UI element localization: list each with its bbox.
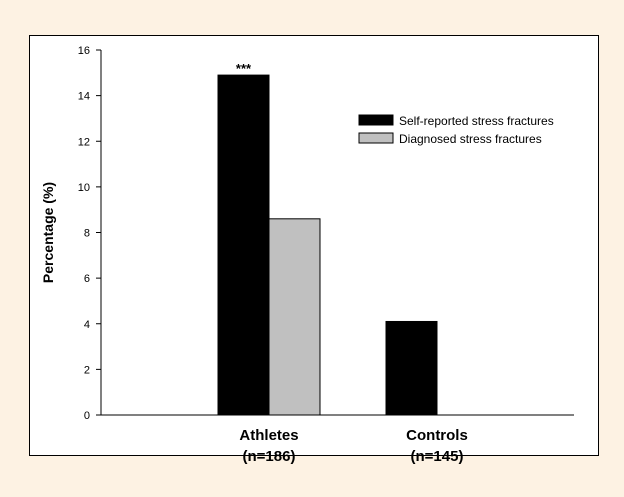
bar (217, 74, 270, 416)
y-tick-label: 16 (78, 45, 90, 57)
y-tick-label: 12 (78, 136, 90, 148)
y-tick-label: 0 (84, 410, 90, 422)
y-tick-label: 2 (84, 364, 90, 376)
y-tick-label: 8 (84, 228, 90, 240)
labels: Athletes (n=186) Controls (n=145) *** (236, 61, 468, 465)
significance-annotation: *** (236, 61, 252, 76)
bars (217, 74, 438, 416)
x-category-label: (n=145) (411, 448, 464, 465)
legend-label: Diagnosed stress fractures (399, 132, 542, 146)
y-tick-label: 6 (84, 273, 90, 285)
legend-swatch (358, 132, 394, 144)
bar (385, 320, 438, 416)
legend-label: Self-reported stress fractures (399, 114, 554, 128)
y-axis-label: Percentage (%) (40, 182, 56, 283)
bar (268, 218, 321, 416)
legend-swatch (358, 114, 394, 126)
x-category-label: Controls (406, 427, 468, 444)
axes: 0 2 4 6 8 10 12 14 16 Percentage (%) (40, 45, 574, 422)
x-category-label: Athletes (239, 427, 298, 444)
y-tick-label: 4 (84, 319, 90, 331)
legend: Self-reported stress fractures Diagnosed … (358, 114, 554, 146)
y-tick-label: 10 (78, 182, 90, 194)
x-category-label: (n=186) (243, 448, 296, 465)
y-tick-label: 14 (78, 91, 90, 103)
